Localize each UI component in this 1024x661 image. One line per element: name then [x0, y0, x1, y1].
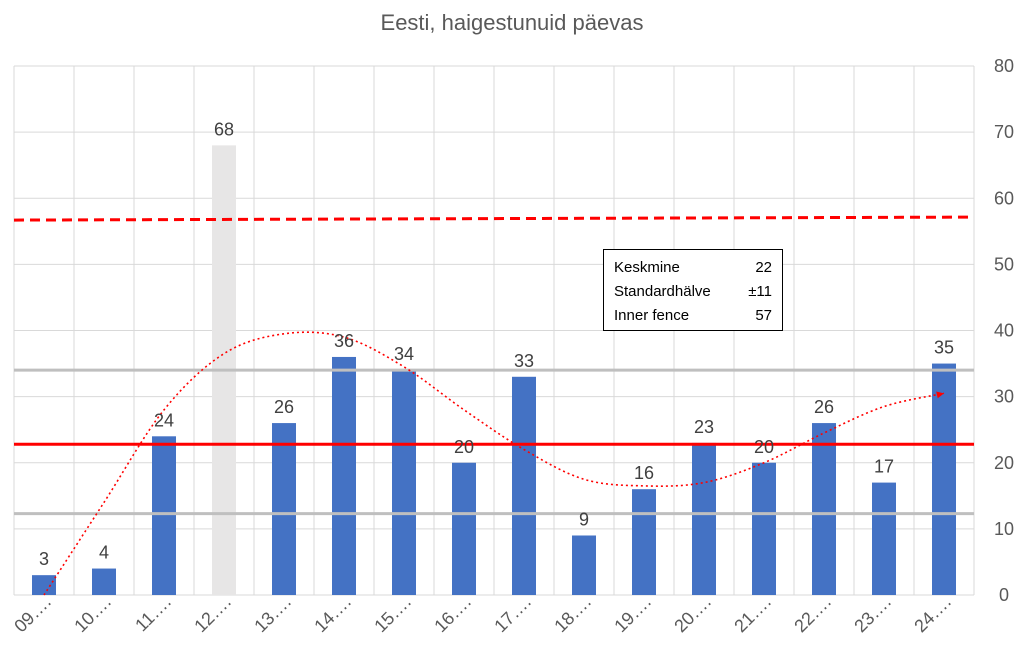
x-tick-label: 23….	[850, 592, 895, 637]
x-tick-label: 15….	[370, 592, 415, 637]
bar	[932, 363, 956, 595]
data-label: 68	[214, 119, 234, 139]
x-tick-label: 13….	[250, 592, 295, 637]
data-label: 34	[394, 344, 414, 364]
stats-value: 22	[755, 259, 772, 276]
stats-label: Inner fence	[614, 307, 690, 324]
bar	[752, 462, 776, 595]
data-label: 26	[274, 397, 294, 417]
data-label: 20	[454, 437, 474, 457]
stats-value: 57	[755, 307, 772, 324]
bar	[512, 376, 536, 595]
stats-label: Standardhälve	[614, 283, 711, 300]
x-tick-label: 11….	[131, 592, 175, 636]
bar	[32, 575, 56, 595]
stats-row-sd: Standardhälve ±11	[614, 280, 772, 304]
bar	[872, 482, 896, 595]
stats-row-fence: Inner fence 57	[614, 304, 772, 328]
data-label: 23	[694, 417, 714, 437]
bar	[152, 436, 176, 595]
reference-lines	[13, 215, 975, 516]
data-label: 24	[154, 410, 174, 430]
data-label: 20	[754, 437, 774, 457]
y-tick-label: 50	[994, 254, 1014, 274]
data-label: 26	[814, 397, 834, 417]
x-tick-label: 17….	[490, 592, 535, 637]
y-tick-label: 0	[999, 585, 1009, 605]
chart-title: Eesti, haigestunuid päevas	[381, 10, 644, 35]
trendline	[43, 331, 945, 596]
data-label: 9	[579, 509, 589, 529]
x-tick-label: 24….	[910, 592, 955, 637]
bars	[32, 145, 956, 595]
x-tick-label: 14….	[310, 592, 355, 637]
x-tick-label: 19….	[610, 592, 655, 637]
trendline-arrowhead	[936, 391, 944, 399]
bar	[332, 356, 356, 595]
bar	[692, 442, 716, 595]
y-tick-label: 10	[994, 519, 1014, 539]
x-tick-label: 09….	[10, 592, 55, 637]
data-label: 36	[334, 331, 354, 351]
bar	[812, 423, 836, 595]
stats-row-mean: Keskmine 22	[614, 256, 772, 280]
bar	[392, 370, 416, 595]
y-tick-label: 70	[994, 122, 1014, 142]
stats-label: Keskmine	[614, 259, 680, 276]
y-tick-label: 30	[994, 387, 1014, 407]
x-tick-label: 10….	[70, 592, 115, 637]
bar	[572, 535, 596, 595]
x-tick-label: 18….	[550, 592, 595, 637]
stats-box: Keskmine 22 Standardhälve ±11 Inner fenc…	[603, 249, 783, 331]
data-label: 16	[634, 463, 654, 483]
inner-fence-line	[13, 215, 975, 222]
x-tick-label: 16….	[430, 592, 475, 637]
x-tick-label: 20….	[670, 592, 715, 637]
bar	[272, 423, 296, 595]
data-label: 4	[99, 543, 109, 563]
x-tick-label: 21….	[730, 592, 775, 637]
y-tick-label: 40	[994, 321, 1014, 341]
stats-value: ±11	[748, 283, 772, 300]
x-tick-label: 12….	[190, 592, 235, 637]
trendline-path	[43, 331, 945, 596]
x-tick-label: 22….	[790, 592, 835, 637]
x-axis: 09…. 10…. 11…. 12…. 13…. 14…. 15…. 16…. 17…. 18….…	[10, 592, 955, 637]
data-label: 3	[39, 549, 49, 569]
y-tick-label: 80	[994, 56, 1014, 76]
bar	[452, 462, 476, 595]
data-label: 33	[514, 351, 534, 371]
data-label: 17	[874, 457, 894, 477]
y-axis: 0 10 20 30 40 50 60 70 80	[994, 56, 1014, 605]
y-tick-label: 20	[994, 453, 1014, 473]
data-label: 35	[934, 338, 954, 358]
grid	[13, 65, 975, 596]
bar	[92, 568, 116, 595]
y-tick-label: 60	[994, 188, 1014, 208]
bar	[632, 489, 656, 595]
